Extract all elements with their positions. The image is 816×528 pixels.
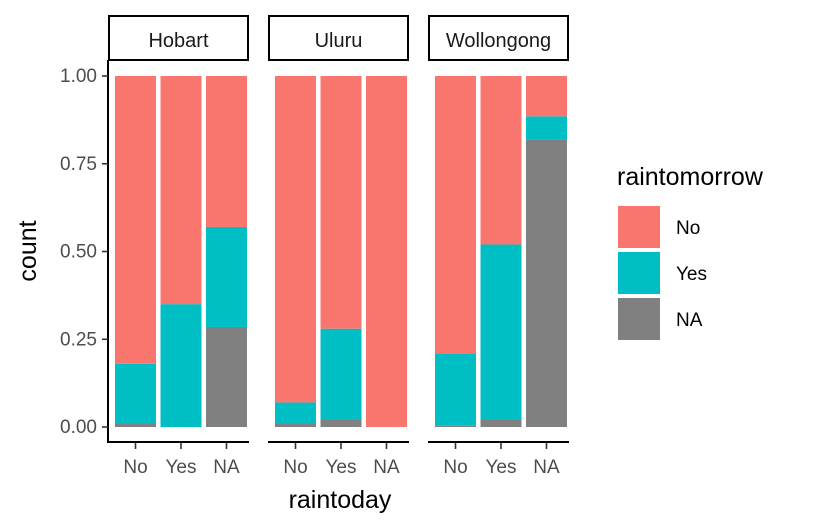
facet-panel-hobart: Hobart No Yes NA (108, 15, 249, 478)
bar-segment-na (526, 139, 567, 427)
bar-segment-yes (275, 402, 316, 424)
x-tick-label: Yes (166, 457, 197, 478)
facet-panel-uluru: Uluru No Yes NA (268, 15, 409, 478)
legend-key-yes (618, 252, 660, 294)
legend-label: Yes (676, 264, 707, 285)
bar-segment-yes (160, 304, 202, 427)
facet-strip-label: Wollongong (446, 30, 551, 52)
y-axis-title: count (14, 220, 42, 281)
x-tick-label: No (123, 457, 147, 478)
bar-segment-no (160, 76, 202, 305)
facet-panels: Hobart No Yes NA Uluru No Yes NA Wollongong No Yes… (108, 15, 569, 478)
y-tick-label: 0.25 (60, 329, 97, 350)
x-tick-label: NA (213, 457, 240, 478)
facet-panel-wollongong: Wollongong No Yes NA (428, 15, 569, 478)
facet-strip-label: Uluru (315, 30, 363, 52)
x-axis-title: raintoday (289, 486, 392, 514)
y-tick-label: 0.50 (60, 242, 97, 263)
bar-segment-no (480, 76, 522, 245)
bar-segment-na (275, 423, 316, 427)
bar-segment-yes (435, 353, 476, 426)
x-tick-label: Yes (326, 457, 357, 478)
facet-strip (108, 15, 249, 61)
bar-segment-no (275, 76, 316, 403)
legend-title: raintomorrow (617, 163, 764, 191)
bar-segment-no (320, 76, 362, 329)
legend-label: No (676, 218, 700, 239)
bar-segment-na (115, 423, 156, 427)
x-tick-label: NA (373, 457, 400, 478)
y-tick-label: 0.75 (60, 154, 97, 175)
bar-segment-na (435, 425, 476, 427)
legend: raintomorrow No Yes NA (617, 163, 764, 340)
legend-label: NA (676, 310, 703, 331)
bar-segment-yes (115, 363, 156, 424)
bar-segment-no (435, 76, 476, 354)
x-tick-label: No (443, 457, 467, 478)
bar-segment-na (480, 419, 522, 427)
y-tick-label: 1.00 (60, 66, 97, 87)
x-tick-label: Yes (486, 457, 517, 478)
bar-segment-yes (320, 328, 362, 420)
bar-segment-no (366, 76, 407, 427)
x-tick-label: No (283, 457, 307, 478)
bar-segment-yes (526, 116, 567, 140)
bar-segment-na (320, 419, 362, 427)
legend-key-na (618, 298, 660, 340)
y-tick-label: 0.00 (60, 417, 97, 438)
facet-strip (428, 15, 569, 61)
x-tick-label: NA (533, 457, 560, 478)
bar-segment-no (526, 76, 567, 117)
bar-segment-yes (480, 244, 522, 420)
facet-strip-label: Hobart (148, 30, 208, 52)
bar-segment-no (115, 76, 156, 364)
facet-strip (268, 15, 409, 61)
bar-segment-yes (206, 226, 247, 327)
legend-key-no (618, 206, 660, 248)
y-axis: 0.00 0.25 0.50 0.75 1.00 (60, 60, 109, 443)
bar-segment-no (206, 76, 247, 227)
bar-segment-na (206, 326, 247, 427)
